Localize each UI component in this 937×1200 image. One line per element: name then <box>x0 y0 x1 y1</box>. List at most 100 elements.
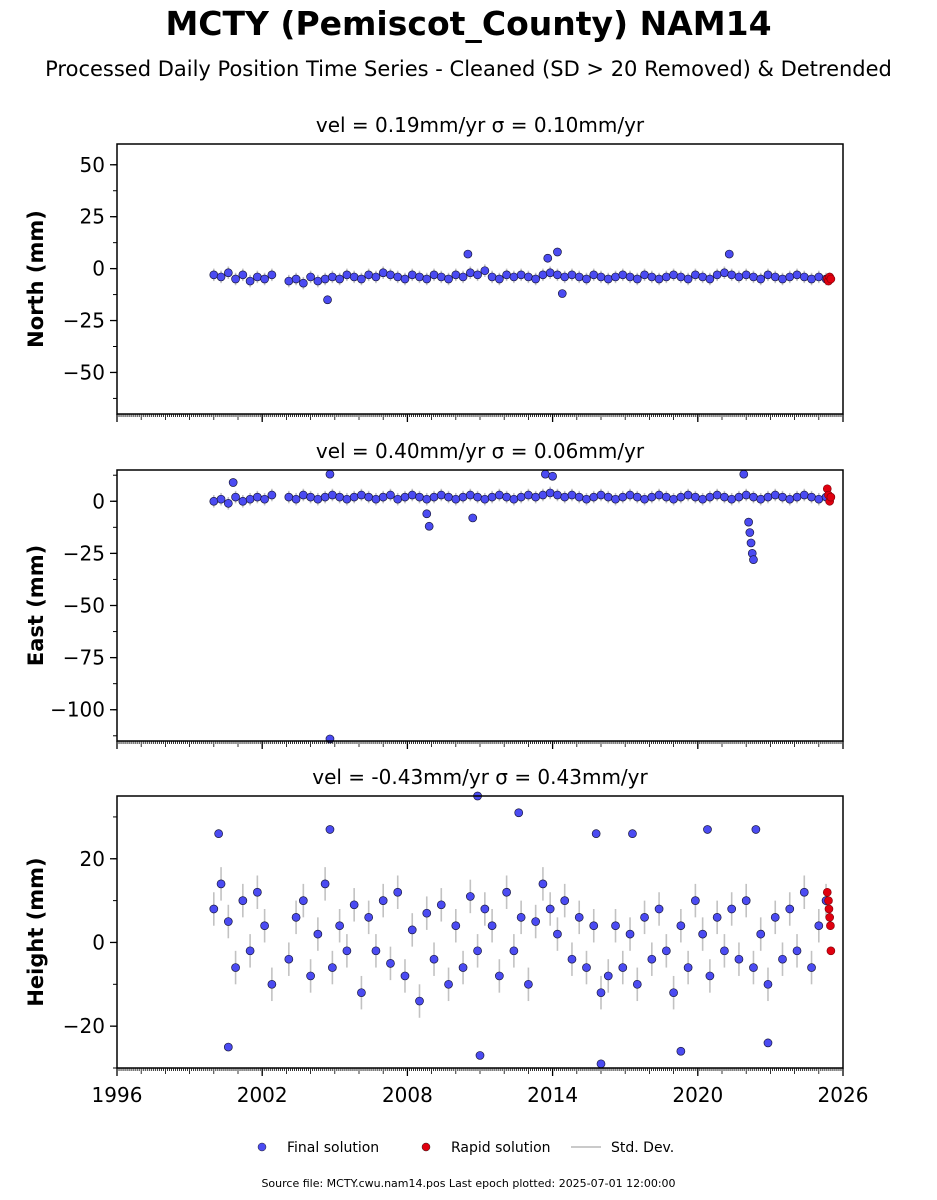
final-solution-point <box>746 538 756 548</box>
final-solution-point <box>223 268 233 278</box>
panel-title: vel = 0.40mm/yr σ = 0.06mm/yr <box>316 439 645 463</box>
final-solution-point <box>741 896 751 905</box>
final-solution-point <box>676 492 686 502</box>
panel-1: vel = 0.19mm/yr σ = 0.10mm/yr North (mm) 5… <box>24 113 844 422</box>
final-solution-point <box>553 247 562 257</box>
final-solution-point <box>661 946 671 956</box>
final-solution-point <box>480 904 490 914</box>
final-solution-point <box>703 825 712 834</box>
final-solution-point <box>589 270 599 280</box>
final-solution-point <box>422 509 432 519</box>
plot-frame <box>116 143 844 415</box>
final-solution-point <box>596 1059 606 1069</box>
final-solution-point <box>545 488 555 498</box>
final-solution-point <box>509 272 519 282</box>
final-solution-point <box>611 921 620 931</box>
final-solution-point <box>245 946 255 956</box>
final-solution-point <box>495 971 504 981</box>
final-solution-point <box>567 490 577 500</box>
final-solution-point <box>328 490 337 500</box>
final-solution-point <box>407 490 417 500</box>
final-solution-point <box>647 272 657 282</box>
final-solution-point <box>415 492 424 502</box>
final-solution-point <box>298 490 308 500</box>
final-solution-point <box>400 492 410 502</box>
final-solution-point <box>284 492 294 502</box>
final-solution-point <box>253 492 262 502</box>
final-solution-point <box>778 492 787 502</box>
y-tick-label: 25 <box>80 205 105 229</box>
final-solution-point <box>357 274 366 284</box>
final-solution-point <box>291 274 301 284</box>
final-solution-point <box>640 270 649 280</box>
final-solution-point <box>669 270 678 280</box>
plot-frame <box>116 469 844 742</box>
rapid-solution-point <box>826 492 836 502</box>
final-solution-point <box>647 954 657 964</box>
final-solution-point <box>422 908 432 918</box>
final-solution-point <box>400 971 410 981</box>
final-solution-point <box>502 492 511 502</box>
final-solution-point <box>553 490 562 500</box>
final-solution-point <box>611 494 620 504</box>
final-solution-point <box>751 825 761 834</box>
final-solution-point <box>785 272 795 282</box>
final-solution-point <box>291 494 301 504</box>
final-solution-point <box>691 896 700 905</box>
final-solution-point <box>625 929 635 939</box>
final-solution-point <box>727 270 737 280</box>
final-solution-point <box>415 996 424 1006</box>
final-solution-point <box>770 272 780 282</box>
plot-frame <box>116 795 844 1069</box>
final-solution-point <box>727 904 737 914</box>
final-solution-point <box>792 946 802 956</box>
final-solution-point <box>238 496 248 506</box>
final-solution-point <box>647 492 657 502</box>
final-solution-point <box>739 469 749 479</box>
final-solution-point <box>734 954 744 964</box>
final-solution-point <box>589 921 599 931</box>
final-solution-point <box>313 494 323 504</box>
final-solution-point <box>734 272 744 282</box>
final-solution-point <box>444 274 453 284</box>
final-solution-point <box>238 270 248 280</box>
final-solution-point <box>724 249 734 259</box>
final-solution-point <box>407 270 417 280</box>
final-solution-point <box>611 272 620 282</box>
final-solution-point <box>509 494 519 504</box>
final-solution-point <box>267 490 277 500</box>
final-solution-point <box>349 900 359 910</box>
final-solution-point <box>814 272 824 282</box>
final-solution-point <box>495 274 504 284</box>
final-solution-point <box>320 274 330 284</box>
final-solution-point <box>574 272 584 282</box>
final-solution-point <box>548 471 557 481</box>
page-subtitle: Processed Daily Position Time Series - C… <box>45 57 892 81</box>
final-solution-point <box>306 492 315 502</box>
final-solution-point <box>654 274 664 284</box>
final-solution-point <box>538 879 548 889</box>
final-solution-point <box>567 954 577 964</box>
final-solution-point <box>756 274 766 284</box>
final-solution-point <box>618 963 628 972</box>
final-solution-point <box>516 270 526 280</box>
final-solution-point <box>661 492 671 502</box>
final-solution-point <box>325 825 335 834</box>
final-solution-point <box>763 492 773 502</box>
final-solution-point <box>298 896 308 905</box>
final-solution-point <box>451 921 461 931</box>
legend-marker <box>421 1142 431 1152</box>
final-solution-point <box>231 274 240 284</box>
final-solution-point <box>763 270 773 280</box>
final-solution-point <box>669 494 678 504</box>
y-tick-label: −50 <box>63 360 105 384</box>
final-solution-point <box>487 921 497 931</box>
final-solution-point <box>364 270 374 280</box>
final-solution-point <box>596 988 606 998</box>
final-solution-point <box>543 253 553 263</box>
final-solution-point <box>495 490 504 500</box>
final-solution-point <box>509 946 519 956</box>
final-solution-point <box>705 274 715 284</box>
final-solution-point <box>531 492 541 502</box>
